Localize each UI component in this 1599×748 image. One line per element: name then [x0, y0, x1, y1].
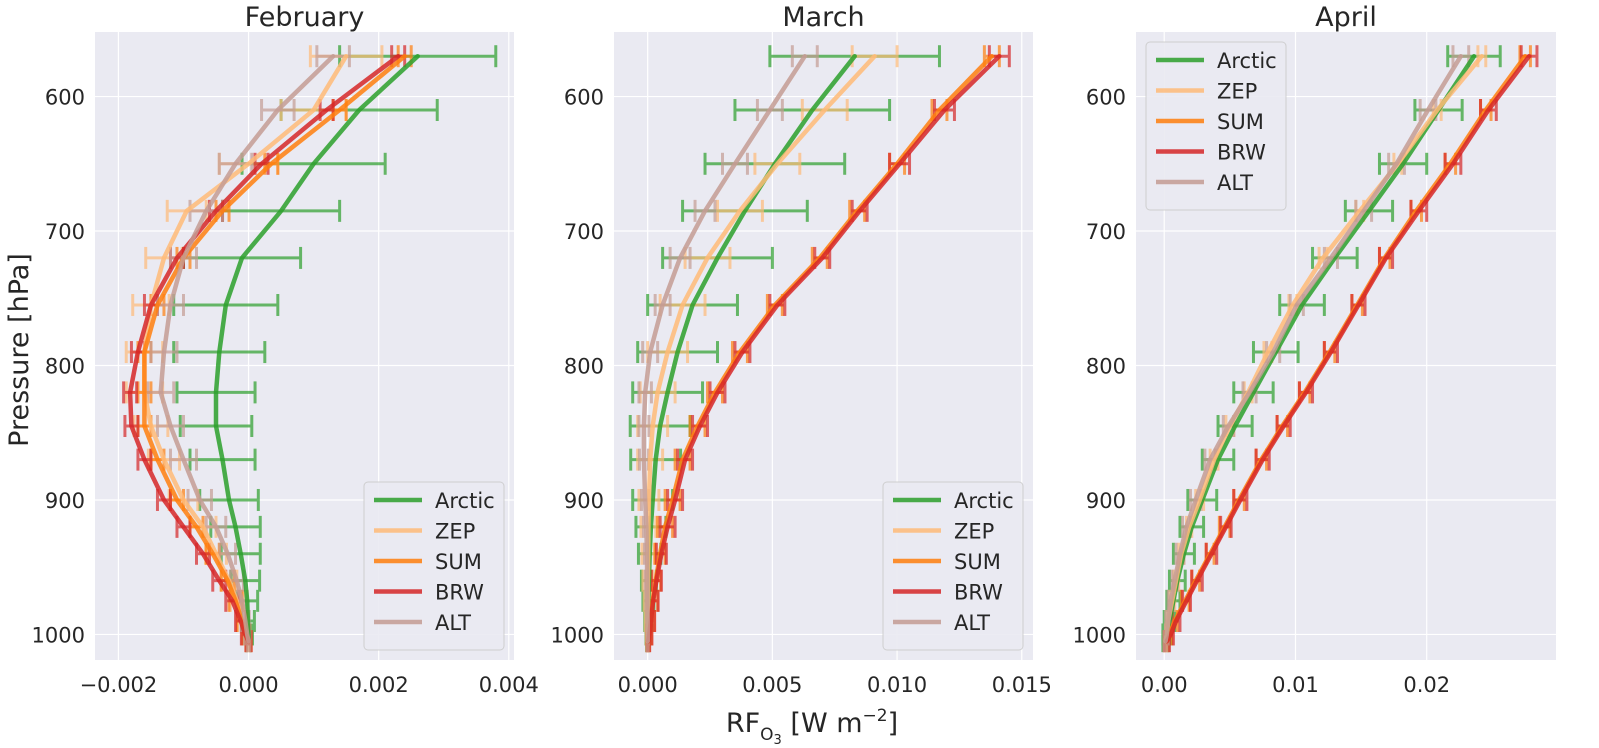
y-axis-label: Pressure [hPa] — [4, 253, 35, 447]
y-tick-label: 1000 — [551, 623, 604, 647]
legend-label-sum: SUM — [954, 550, 1001, 574]
legend-label-brw: BRW — [1217, 141, 1266, 165]
x-axis-label-sub: O — [760, 725, 773, 745]
y-tick-label: 900 — [1086, 489, 1126, 513]
legend-label-arctic: Arctic — [435, 489, 495, 513]
legend-label-zep: ZEP — [1217, 80, 1257, 104]
series-line-alt — [1163, 53, 1464, 644]
y-tick-label: 700 — [45, 220, 85, 244]
legend: Arctic ZEP SUM BRW ALT — [882, 481, 1024, 651]
y-tick-label: 1000 — [1073, 623, 1126, 647]
legend-frame — [882, 481, 1024, 651]
x-tick-label: 0.005 — [742, 673, 802, 697]
series-line-alt — [158, 53, 336, 644]
x-axis-label-unit: [W m — [782, 708, 863, 739]
x-tick-label: 0.02 — [1403, 673, 1450, 697]
chart-panel-1: 0.000 0.005 0.010 0.015 600 700 800 900 1000 Marc… — [551, 2, 1052, 697]
y-tick-label: 600 — [564, 86, 604, 110]
y-tick-label: 900 — [45, 489, 85, 513]
y-tick-label: 900 — [564, 489, 604, 513]
legend: Arctic ZEP SUM BRW ALT — [1145, 41, 1287, 211]
legend-label-arctic: Arctic — [1217, 49, 1277, 73]
x-tick-label: 0.000 — [218, 673, 278, 697]
legend-label-brw: BRW — [954, 581, 1003, 605]
legend-label-alt: ALT — [954, 611, 990, 635]
x-tick-label: 0.01 — [1272, 673, 1319, 697]
series-line-alt — [641, 53, 808, 644]
legend-frame — [363, 481, 505, 651]
chart-panel-0: −0.002 0.000 0.002 0.004 600 700 800 900 1000 Feb… — [32, 2, 539, 697]
x-tick-label: 0.000 — [618, 673, 678, 697]
series-line-brw — [646, 53, 1002, 644]
panel-title: April — [1315, 2, 1377, 33]
legend-label-arctic: Arctic — [954, 489, 1014, 513]
x-tick-label: 0.004 — [479, 673, 539, 697]
series-line-sum — [142, 53, 407, 644]
panel-title: March — [782, 2, 864, 33]
y-tick-label: 700 — [1086, 220, 1126, 244]
series-line-brw — [1164, 53, 1532, 644]
x-axis-label: RFO3 [W m−2] — [726, 706, 898, 748]
x-tick-label: −0.002 — [80, 673, 158, 697]
y-tick-label: 800 — [45, 354, 85, 378]
y-tick-label: 600 — [1086, 86, 1126, 110]
x-axis-label-subsub: 3 — [774, 733, 782, 748]
series-line-brw — [127, 53, 401, 644]
series-line-arctic — [213, 53, 420, 644]
legend-label-sum: SUM — [1217, 110, 1264, 134]
x-tick-label: 0.010 — [867, 673, 927, 697]
y-tick-label: 800 — [1086, 354, 1126, 378]
x-axis-label-close: ] — [888, 708, 899, 739]
x-axis-label-sup: −2 — [863, 706, 888, 726]
legend-label-zep: ZEP — [954, 520, 994, 544]
legend-frame — [1145, 41, 1287, 211]
legend-label-alt: ALT — [435, 611, 471, 635]
y-tick-label: 800 — [564, 354, 604, 378]
x-tick-label: 0.015 — [992, 673, 1052, 697]
legend-label-sum: SUM — [435, 550, 482, 574]
x-axis-label-main: RF — [726, 708, 760, 739]
y-tick-label: 1000 — [32, 623, 85, 647]
x-tick-label: 0.002 — [349, 673, 409, 697]
y-tick-label: 600 — [45, 86, 85, 110]
legend-label-alt: ALT — [1217, 171, 1253, 195]
legend-label-zep: ZEP — [435, 520, 475, 544]
x-tick-label: 0.00 — [1141, 673, 1188, 697]
panel-title: February — [245, 2, 365, 33]
legend-label-brw: BRW — [435, 581, 484, 605]
chart-panel-2: 0.00 0.01 0.02 600 700 800 900 1000 April Arctic Z… — [1073, 2, 1556, 697]
legend: Arctic ZEP SUM BRW ALT — [363, 481, 505, 651]
y-tick-label: 700 — [564, 220, 604, 244]
